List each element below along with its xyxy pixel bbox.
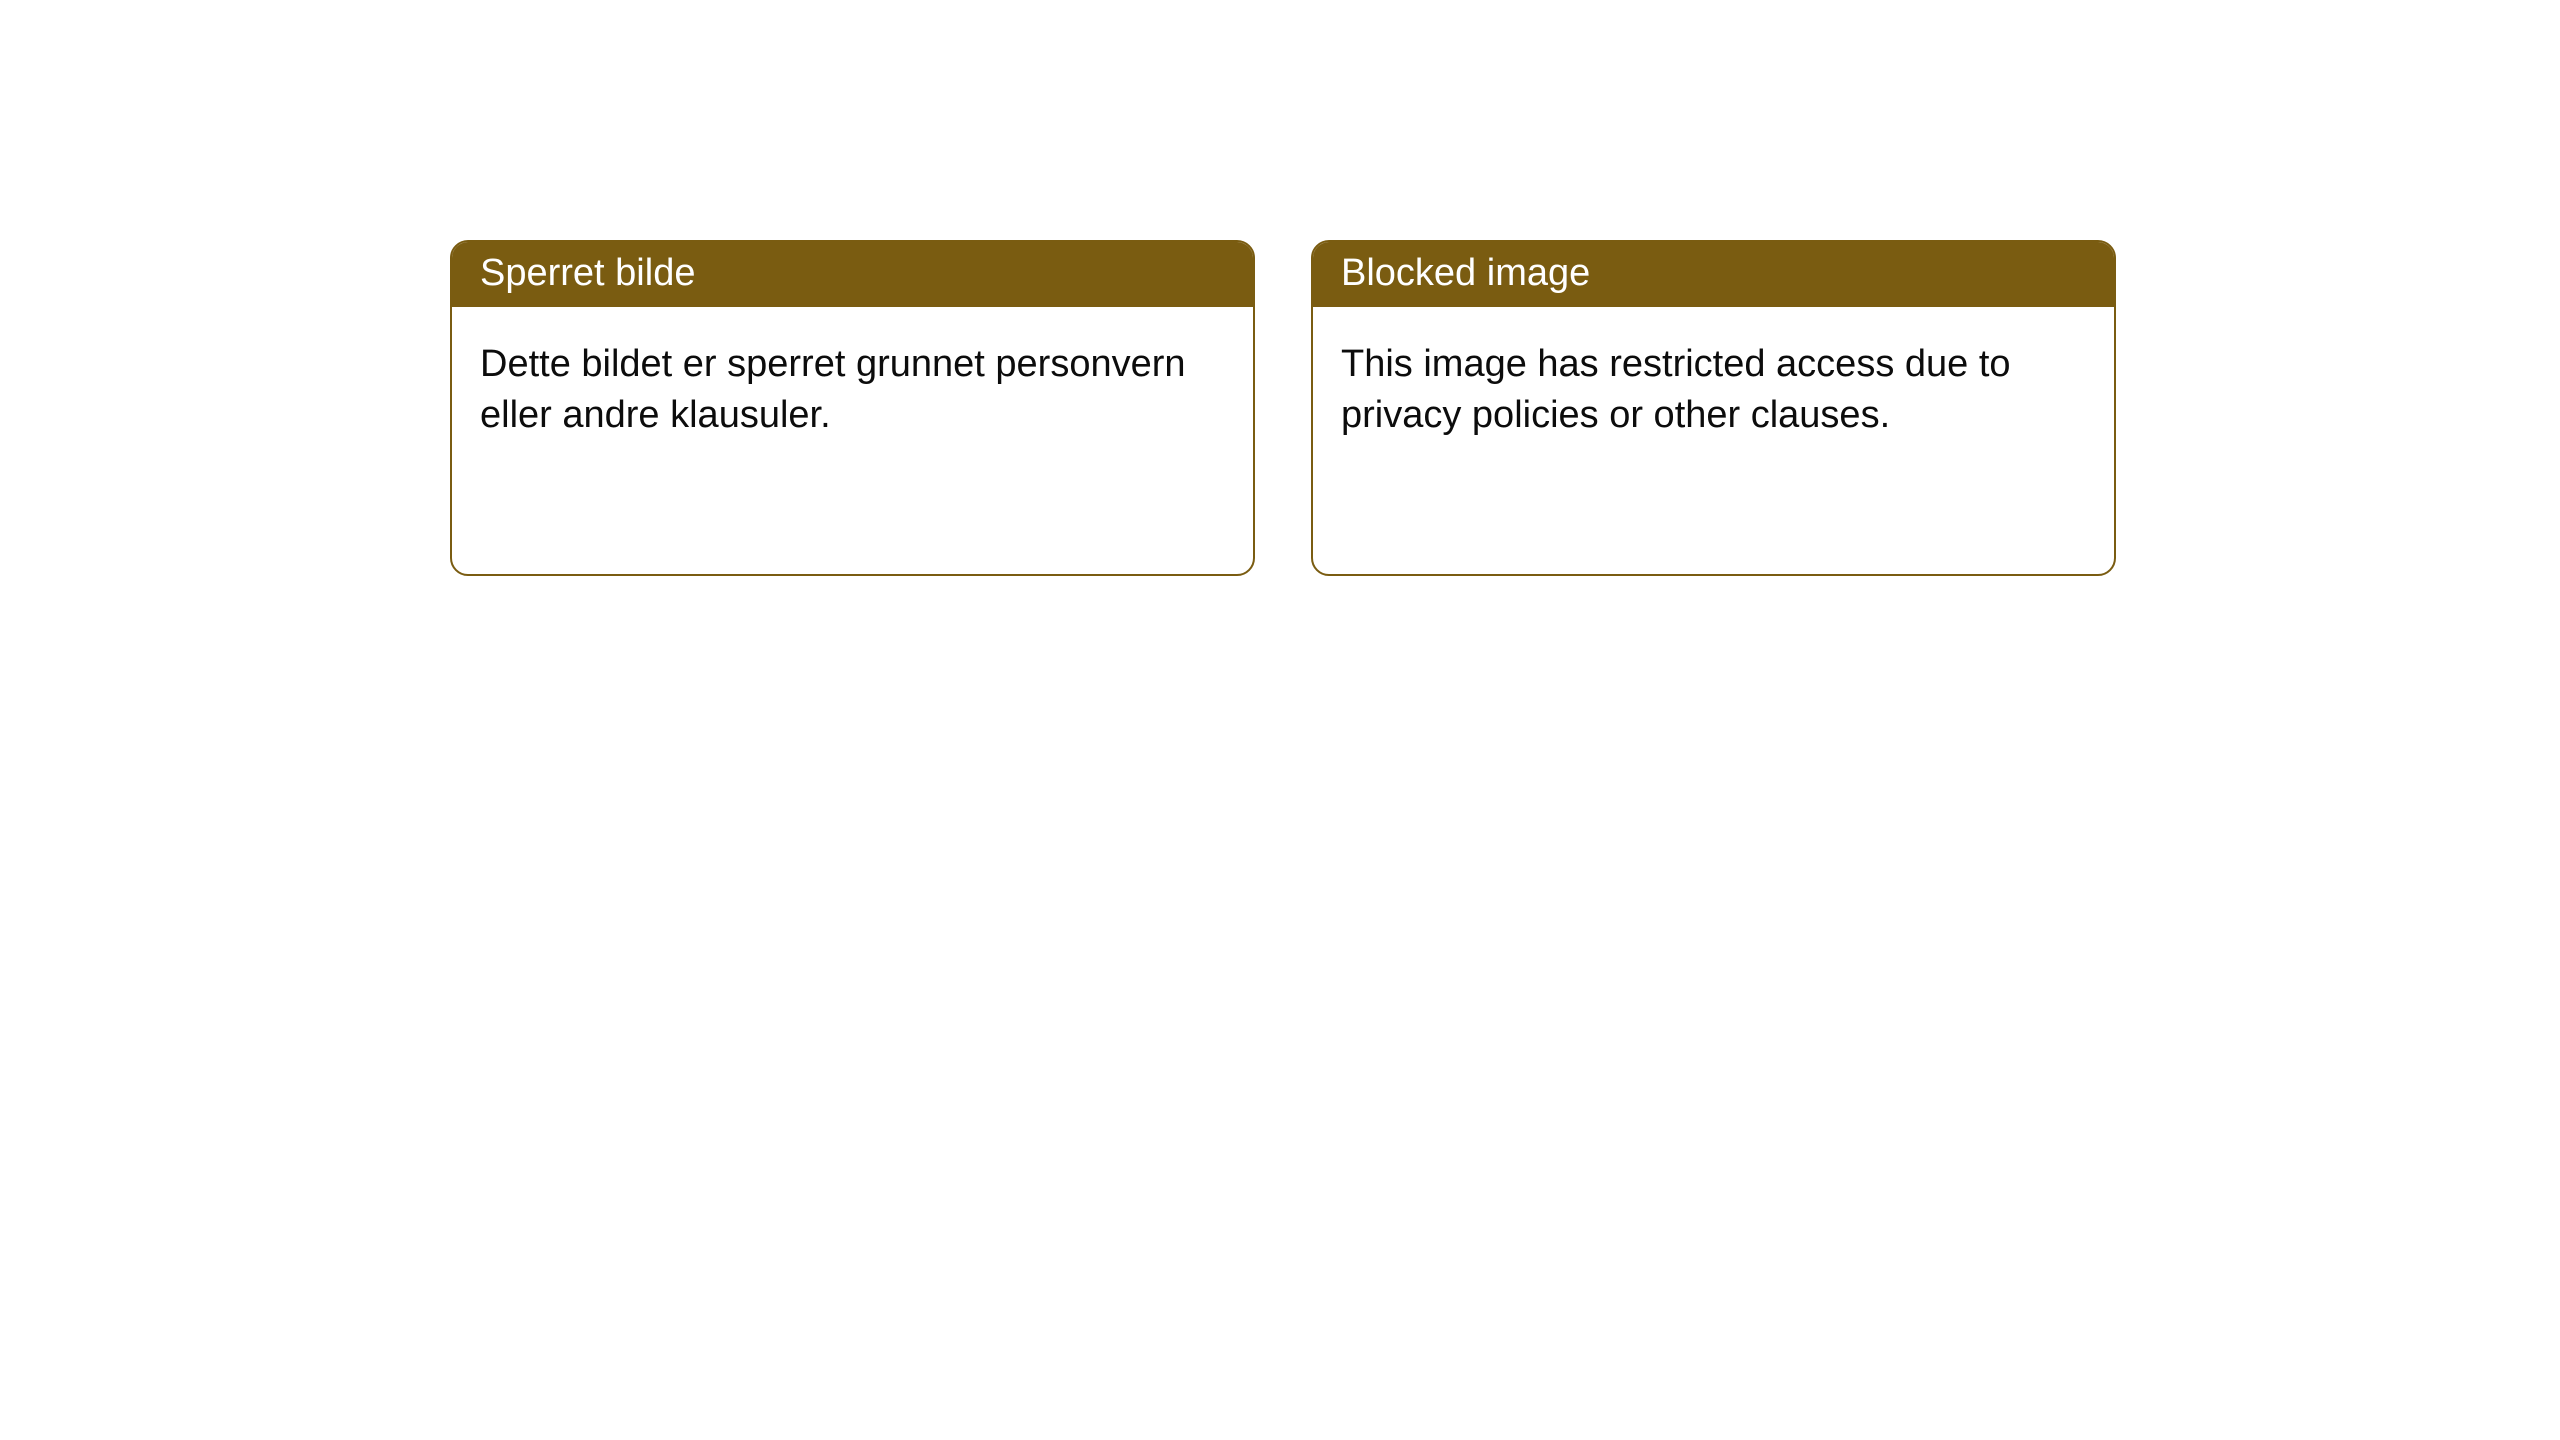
notice-body: Dette bildet er sperret grunnet personve…: [452, 307, 1253, 470]
notice-title: Blocked image: [1313, 242, 2114, 307]
notice-card-norwegian: Sperret bilde Dette bildet er sperret gr…: [450, 240, 1255, 576]
notice-container: Sperret bilde Dette bildet er sperret gr…: [0, 0, 2560, 576]
notice-body: This image has restricted access due to …: [1313, 307, 2114, 470]
notice-card-english: Blocked image This image has restricted …: [1311, 240, 2116, 576]
notice-title: Sperret bilde: [452, 242, 1253, 307]
